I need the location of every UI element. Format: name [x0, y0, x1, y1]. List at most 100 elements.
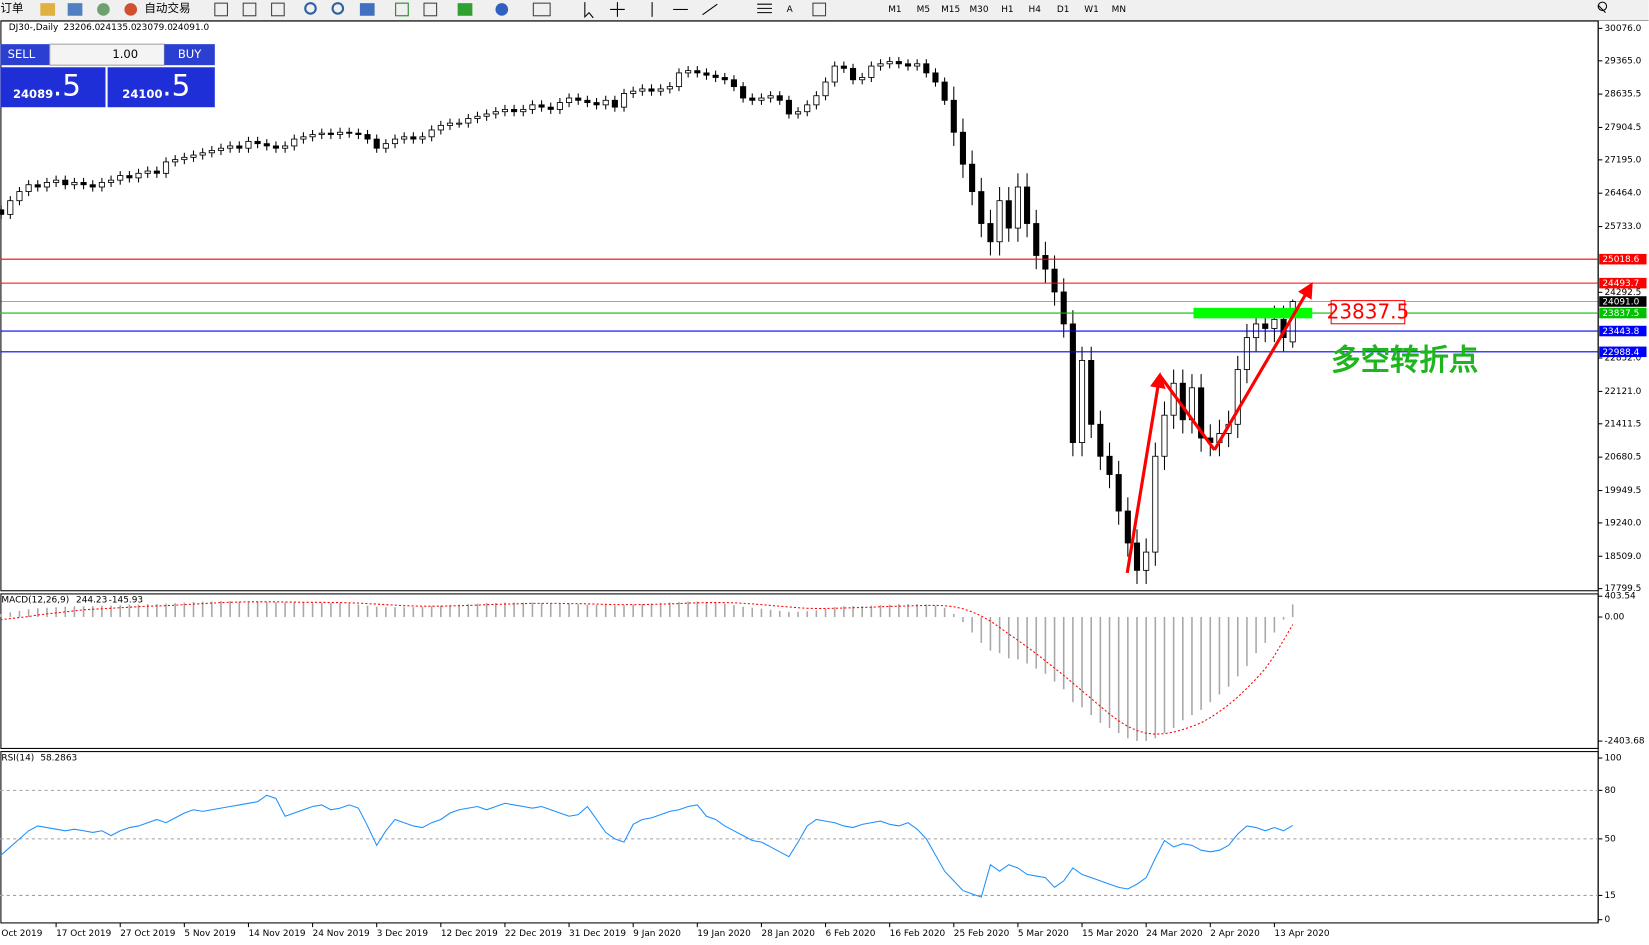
icon[interactable]: [395, 2, 409, 17]
icon[interactable]: [40, 3, 56, 16]
timeframe-button[interactable]: D1: [1057, 5, 1070, 15]
timeframe-button[interactable]: W1: [1084, 5, 1099, 15]
price-level-tag: [1599, 346, 1647, 358]
candle-body: [309, 134, 316, 138]
candle-body: [1078, 360, 1086, 443]
sell-label[interactable]: SELL: [8, 47, 36, 61]
sell-button[interactable]: [0, 44, 50, 66]
candle-body: [776, 95, 783, 101]
candle-body: [648, 88, 655, 92]
candle-body: [337, 131, 344, 135]
candle-body: [300, 136, 307, 140]
y-tick-label: 19240.0: [1604, 518, 1641, 528]
fibo-tool[interactable]: [757, 3, 772, 14]
candle-body: [740, 86, 747, 99]
new-order-button[interactable]: 订单: [0, 1, 23, 15]
icon[interactable]: [495, 3, 509, 16]
timeframe-button[interactable]: M5: [917, 5, 930, 15]
candle-body: [382, 143, 389, 149]
candle-body: [904, 63, 912, 67]
label-tool[interactable]: [812, 2, 827, 17]
icon[interactable]: [359, 3, 375, 16]
candle-body: [620, 93, 628, 108]
candle-body: [950, 99, 957, 133]
candle-body: [932, 72, 939, 83]
lots-field[interactable]: [49, 43, 165, 66]
y-tick-label: 50: [1604, 834, 1616, 844]
timeframe-button[interactable]: M15: [941, 5, 960, 15]
candle-body: [245, 140, 252, 149]
y-tick-label: -2403.68: [1604, 737, 1644, 747]
candle-body: [1262, 323, 1269, 329]
candle-body: [181, 156, 188, 161]
x-tick-label: 16 Feb 2020: [890, 929, 946, 939]
buy-button[interactable]: [164, 44, 215, 66]
timeframe-button[interactable]: MN: [1112, 5, 1126, 15]
candle-body: [199, 152, 206, 156]
icon[interactable]: [214, 2, 228, 17]
bid-box[interactable]: [0, 67, 106, 108]
x-tick-label: 15 Mar 2020: [1082, 929, 1139, 939]
indicator-title: DJ30-,Daily: [9, 23, 59, 33]
candle-body: [282, 145, 289, 149]
candle-body: [162, 161, 170, 174]
x-tick-label: 6 Feb 2020: [826, 929, 876, 939]
lots-value[interactable]: 1.00: [112, 47, 138, 61]
candle-body: [272, 145, 279, 149]
candle-body: [712, 74, 719, 78]
y-tick-label: 22121.0: [1604, 387, 1641, 397]
candle-body: [437, 124, 444, 131]
ask-main[interactable]: 24100: [122, 87, 162, 101]
y-tick-label: 80: [1604, 786, 1616, 796]
timeframe-button[interactable]: M30: [969, 5, 988, 15]
buy-label[interactable]: BUY: [178, 47, 202, 61]
candle-body: [804, 104, 811, 113]
x-tick-label: 5 Nov 2019: [184, 929, 236, 939]
ask-pips[interactable]: .5: [162, 69, 190, 103]
icon[interactable]: [242, 2, 257, 17]
text-tool[interactable]: A: [787, 5, 794, 15]
x-tick-label: 9 Jan 2020: [633, 929, 681, 939]
x-tick-label: 17 Oct 2019: [56, 929, 111, 939]
candle-body: [1106, 455, 1113, 475]
candle-body: [1115, 474, 1122, 512]
price-level-label: 24091.0: [1602, 298, 1639, 308]
auto-trading-button[interactable]: 自动交易: [144, 1, 190, 15]
ohlc-value: 23079.0: [136, 23, 173, 33]
candle-body: [89, 184, 96, 188]
icon[interactable]: [457, 3, 473, 16]
candle-body: [465, 118, 472, 124]
y-tick-label: 26464.0: [1604, 189, 1641, 199]
cursor-tool[interactable]: [584, 2, 594, 19]
timeframe-button[interactable]: H1: [1001, 5, 1013, 15]
ask-box[interactable]: [107, 67, 215, 108]
zoom-in[interactable]: [304, 2, 317, 15]
icon[interactable]: [97, 3, 110, 16]
icon[interactable]: [67, 3, 83, 16]
trendline-tool[interactable]: [702, 3, 718, 16]
bid-pips[interactable]: .5: [53, 69, 81, 103]
timeframe-button[interactable]: H4: [1029, 5, 1042, 15]
candle-body: [1051, 268, 1058, 293]
candle-body: [767, 95, 774, 99]
search[interactable]: [1597, 4, 1606, 13]
zoom-out[interactable]: [331, 2, 345, 15]
price-level-tag: [1599, 296, 1647, 307]
icon[interactable]: [271, 2, 285, 17]
candle-body: [941, 81, 948, 101]
y-tick-label: 18509.0: [1604, 552, 1641, 562]
candle-body: [996, 200, 1003, 243]
candle-body: [327, 132, 334, 135]
candle-body: [355, 132, 362, 135]
candle-body: [685, 70, 692, 74]
icon[interactable]: [423, 2, 438, 17]
bid-main[interactable]: 24089: [13, 87, 53, 101]
candle-body: [236, 145, 243, 149]
auto-trading-icon[interactable]: [124, 3, 138, 16]
timeframe-button[interactable]: M1: [888, 5, 901, 15]
crosshair-tool[interactable]: [610, 2, 625, 17]
indicator-title: MACD(12,26,9): [1, 596, 69, 606]
search-icon[interactable]: [1597, 1, 1608, 12]
candle-body: [547, 106, 554, 110]
icon[interactable]: [532, 2, 551, 17]
